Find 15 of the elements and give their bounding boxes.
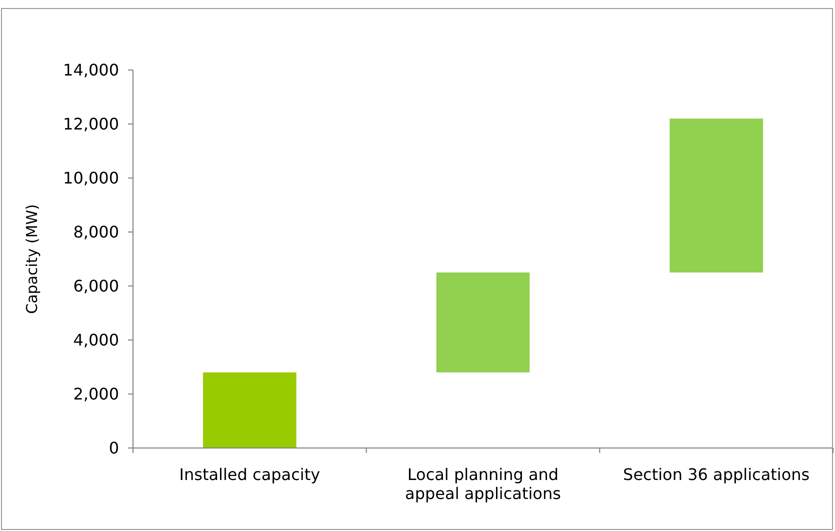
bar xyxy=(436,272,530,372)
y-tick-label: 10,000 xyxy=(63,168,119,188)
bar xyxy=(670,118,763,272)
bar xyxy=(203,372,296,448)
y-tick-label: 0 xyxy=(108,438,119,458)
y-tick-label: 4,000 xyxy=(73,330,119,350)
y-axis-title: Capacity (MW) xyxy=(23,204,41,314)
y-tick-label: 2,000 xyxy=(73,384,119,404)
y-tick-label: 8,000 xyxy=(73,222,119,242)
x-tick-label: Section 36 applications xyxy=(623,465,810,484)
y-tick-label: 6,000 xyxy=(73,276,119,296)
x-tick-label: Local planning and appeal applications xyxy=(405,465,561,504)
y-tick-label: 14,000 xyxy=(63,60,119,80)
x-tick-label: Installed capacity xyxy=(179,465,320,484)
y-tick-label: 12,000 xyxy=(63,114,119,134)
